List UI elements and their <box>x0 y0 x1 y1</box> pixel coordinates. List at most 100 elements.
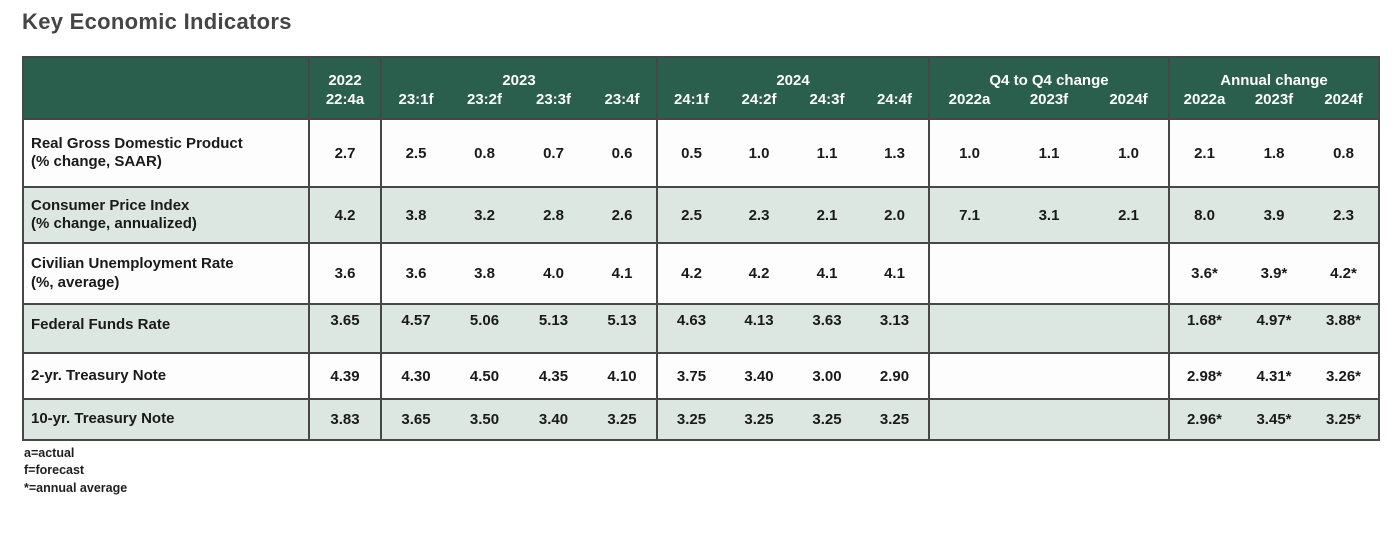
value-cell: 2.5 <box>380 118 450 187</box>
value-cell <box>1009 352 1089 399</box>
value-cell <box>1089 303 1169 353</box>
value-cell: 4.2 <box>725 242 793 304</box>
indicator-name: Real Gross Domestic Product <box>31 134 243 152</box>
row-label: Civilian Unemployment Rate (%, average) <box>23 242 309 304</box>
value-cell: 3.25 <box>793 398 861 440</box>
footnote-forecast: f=forecast <box>24 463 85 478</box>
value-cell: 0.7 <box>519 118 588 187</box>
value-cell: 2.3 <box>725 186 793 243</box>
group-header: 2022 <box>308 57 381 90</box>
table-body: Real Gross Domestic Product (% change, SA… <box>23 118 1379 440</box>
value-cell: 2.1 <box>1089 186 1169 243</box>
value-cell: 3.40 <box>725 352 793 399</box>
value-cell <box>1089 352 1169 399</box>
page-title: Key Economic Indicators <box>22 9 292 34</box>
footnote-annual-average: *=annual average <box>24 480 128 495</box>
column-header: 22:4a <box>308 90 381 119</box>
value-cell: 2.6 <box>588 186 657 243</box>
value-cell: 4.0 <box>519 242 588 304</box>
value-cell: 4.57 <box>380 303 450 353</box>
value-cell: 3.88* <box>1309 303 1379 353</box>
value-cell: 0.5 <box>656 118 725 187</box>
value-cell: 3.25 <box>861 398 929 440</box>
value-cell: 3.25 <box>725 398 793 440</box>
value-cell: 2.1 <box>1168 118 1239 187</box>
value-cell: 4.97* <box>1239 303 1309 353</box>
value-cell: 2.8 <box>519 186 588 243</box>
column-header: 23:3f <box>519 90 588 119</box>
value-cell: 0.8 <box>1309 118 1379 187</box>
value-cell: 3.50 <box>450 398 519 440</box>
value-cell: 3.65 <box>308 303 381 353</box>
value-cell: 4.63 <box>656 303 725 353</box>
row-label: Real Gross Domestic Product (% change, SA… <box>23 118 309 187</box>
value-cell <box>1009 398 1089 440</box>
value-cell: 4.10 <box>588 352 657 399</box>
value-cell: 3.26* <box>1309 352 1379 399</box>
value-cell: 1.0 <box>725 118 793 187</box>
column-header: 2024f <box>1309 90 1379 119</box>
value-cell: 4.50 <box>450 352 519 399</box>
indicator-unit: (%, average) <box>31 273 120 291</box>
value-cell <box>928 242 1009 304</box>
group-header: Annual change <box>1168 57 1379 90</box>
table-row: Real Gross Domestic Product (% change, SA… <box>23 118 1379 187</box>
value-cell <box>1009 303 1089 353</box>
group-header: 2023 <box>380 57 657 90</box>
value-cell: 5.13 <box>588 303 657 353</box>
indicator-unit: (% change, SAAR) <box>31 153 162 170</box>
indicators-table: 2022 2023 2024 Q4 to Q4 change Annual change… <box>22 56 1380 441</box>
indicator-name: 2-yr. Treasury Note <box>31 366 167 384</box>
table-row: Consumer Price Index (% change, annualize… <box>23 186 1379 243</box>
column-header: 23:2f <box>450 90 519 119</box>
value-cell: 1.68* <box>1168 303 1239 353</box>
value-cell: 3.6* <box>1168 242 1239 304</box>
indicator-unit: (% change, annualized) <box>31 215 197 232</box>
column-header: 2023f <box>1009 90 1089 119</box>
value-cell: 4.31* <box>1239 352 1309 399</box>
value-cell: 4.2 <box>656 242 725 304</box>
indicator-name: Consumer Price Index <box>31 196 190 214</box>
value-cell: 4.2 <box>308 186 381 243</box>
value-cell: 7.1 <box>928 186 1009 243</box>
value-cell: 2.7 <box>308 118 381 187</box>
value-cell: 2.90 <box>861 352 929 399</box>
group-header: Q4 to Q4 change <box>928 57 1169 90</box>
column-header: 24:1f <box>656 90 725 119</box>
column-header: 2023f <box>1239 90 1309 119</box>
value-cell: 3.13 <box>861 303 929 353</box>
value-cell: 2.98* <box>1168 352 1239 399</box>
value-cell: 3.25 <box>656 398 725 440</box>
column-header: 24:2f <box>725 90 793 119</box>
value-cell: 2.3 <box>1309 186 1379 243</box>
group-header: 2024 <box>656 57 929 90</box>
value-cell: 1.8 <box>1239 118 1309 187</box>
value-cell <box>928 303 1009 353</box>
value-cell: 3.83 <box>308 398 381 440</box>
value-cell <box>1089 242 1169 304</box>
value-cell: 2.96* <box>1168 398 1239 440</box>
table-header: 2022 2023 2024 Q4 to Q4 change Annual change… <box>23 57 1379 119</box>
value-cell: 2.5 <box>656 186 725 243</box>
value-cell: 3.6 <box>308 242 381 304</box>
table-row: Civilian Unemployment Rate (%, average) 3.… <box>23 242 1379 304</box>
value-cell: 3.9 <box>1239 186 1309 243</box>
value-cell: 3.25* <box>1309 398 1379 440</box>
value-cell: 3.1 <box>1009 186 1089 243</box>
value-cell: 5.13 <box>519 303 588 353</box>
value-cell: 3.63 <box>793 303 861 353</box>
row-label: 10-yr. Treasury Note <box>23 398 309 440</box>
value-cell: 4.13 <box>725 303 793 353</box>
indicator-name: Civilian Unemployment Rate <box>31 255 234 273</box>
column-header: 24:3f <box>793 90 861 119</box>
value-cell: 8.0 <box>1168 186 1239 243</box>
column-header: 23:1f <box>380 90 450 119</box>
value-cell: 3.9* <box>1239 242 1309 304</box>
table-row: 2-yr. Treasury Note 4.39 4.30 4.50 4.35 4.10 3… <box>23 352 1379 399</box>
value-cell: 1.1 <box>1009 118 1089 187</box>
column-header: 23:4f <box>588 90 657 119</box>
value-cell: 3.8 <box>450 242 519 304</box>
value-cell: 4.1 <box>861 242 929 304</box>
row-label: Consumer Price Index (% change, annualize… <box>23 186 309 243</box>
table-row: 10-yr. Treasury Note 3.83 3.65 3.50 3.40 3.25… <box>23 398 1379 440</box>
